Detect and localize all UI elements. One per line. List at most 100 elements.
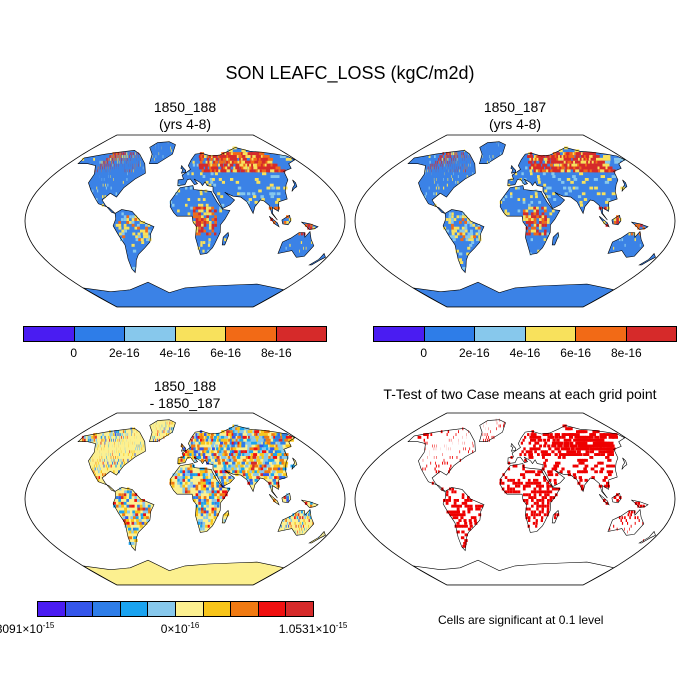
map-panel-ttest	[354, 412, 676, 586]
grid-cell	[116, 155, 118, 158]
grid-cell	[538, 232, 542, 236]
grid-cell	[533, 501, 537, 505]
grid-cell	[547, 473, 551, 477]
grid-cell	[193, 499, 196, 502]
grid-cell	[126, 521, 130, 525]
grid-cell	[126, 218, 129, 221]
grid-cell	[561, 166, 565, 170]
grid-cell	[452, 238, 456, 242]
grid-cell	[309, 516, 312, 520]
grid-cell	[541, 501, 545, 505]
grid-cell	[214, 504, 217, 508]
grid-cell	[242, 435, 247, 439]
grid-cell	[461, 155, 462, 158]
grid-cell	[200, 484, 204, 488]
grid-cell	[170, 427, 172, 431]
colorbar-difference-tick-label: 1.0531×10-15	[278, 621, 348, 636]
grid-cell	[242, 450, 247, 454]
grid-cell	[231, 441, 236, 445]
grid-cell	[571, 166, 576, 170]
grid-cell	[530, 163, 534, 167]
grid-cell	[310, 504, 313, 508]
grid-cell	[106, 458, 108, 462]
grid-cell	[213, 438, 217, 442]
grid-cell	[155, 438, 156, 442]
grid-cell	[619, 157, 626, 161]
grid-cell	[95, 198, 98, 201]
grid-cell	[541, 453, 545, 456]
grid-cell	[211, 501, 215, 505]
grid-cell	[564, 169, 569, 173]
grid-cell	[221, 481, 225, 485]
grid-cell	[140, 513, 144, 517]
grid-cell	[276, 450, 282, 454]
grid-cell	[252, 473, 257, 477]
grid-cell	[233, 166, 237, 170]
grid-cell	[462, 229, 465, 233]
grid-cell	[198, 507, 201, 511]
grid-cell	[208, 241, 211, 244]
grid-cell	[206, 232, 209, 236]
grid-cell	[528, 160, 531, 164]
grid-cell	[541, 218, 545, 221]
grid-cell	[235, 444, 239, 448]
grid-cell	[637, 223, 640, 227]
grid-cell	[131, 243, 135, 247]
grid-cell	[537, 169, 541, 173]
grid-cell	[600, 175, 605, 178]
grid-cell	[452, 456, 453, 459]
grid-cell	[126, 499, 129, 502]
grid-cell	[132, 513, 136, 517]
grid-cell	[98, 476, 100, 479]
grid-cell	[522, 484, 526, 488]
grid-cell	[238, 450, 243, 454]
grid-cell	[276, 192, 281, 196]
grid-cell	[127, 155, 129, 158]
grid-cell	[631, 232, 633, 236]
grid-cell	[196, 163, 200, 167]
grid-cell	[192, 484, 196, 488]
grid-cell	[563, 444, 567, 448]
grid-cell	[308, 513, 310, 517]
grid-cell	[554, 157, 559, 161]
grid-cell	[454, 229, 457, 233]
grid-cell	[581, 447, 586, 451]
grid-cell	[220, 441, 224, 445]
grid-cell	[610, 447, 616, 451]
grid-cell	[446, 183, 448, 187]
grid-cell	[104, 163, 106, 167]
grid-cell	[255, 473, 259, 477]
grid-cell	[199, 527, 203, 531]
grid-cell	[560, 169, 565, 173]
grid-cell	[104, 166, 105, 170]
grid-cell	[105, 183, 106, 187]
grid-cell	[239, 438, 244, 442]
grid-cell	[624, 516, 626, 520]
grid-cell	[276, 464, 281, 468]
grid-cell	[553, 166, 557, 170]
grid-cell	[581, 470, 586, 474]
grid-cell	[603, 444, 609, 448]
continent-australia	[608, 231, 644, 258]
grid-cell	[268, 450, 273, 454]
grid-cell	[257, 461, 262, 465]
grid-cell	[104, 473, 106, 477]
grid-cell	[427, 169, 428, 173]
grid-cell	[639, 243, 641, 247]
grid-cell	[182, 478, 185, 482]
grid-cell	[538, 504, 542, 508]
grid-cell	[208, 490, 212, 494]
grid-cell	[276, 206, 280, 210]
grid-cell	[466, 252, 470, 256]
colorbar-tick-label: 8e-16	[610, 346, 642, 360]
grid-cell	[461, 501, 465, 505]
grid-cell	[492, 155, 494, 158]
grid-cell	[123, 226, 127, 230]
grid-cell	[530, 453, 533, 456]
grid-cell	[459, 232, 463, 236]
grid-cell	[239, 163, 244, 167]
grid-cell	[254, 478, 258, 482]
grid-cell	[525, 209, 529, 213]
grid-cell	[207, 160, 211, 164]
grid-cell	[209, 166, 212, 170]
